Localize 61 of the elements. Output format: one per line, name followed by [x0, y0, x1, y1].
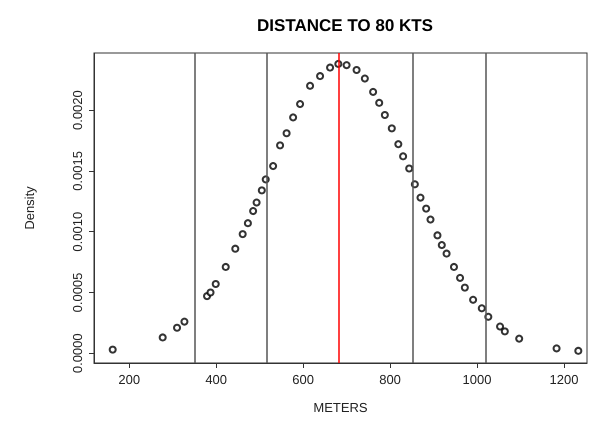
point [574, 346, 582, 355]
point [222, 262, 230, 271]
point [369, 88, 378, 96]
x-tick-label: 1000 [462, 372, 492, 387]
point [394, 140, 402, 148]
point [244, 219, 252, 228]
point [326, 64, 334, 72]
y-tick-label: 0.0020 [70, 90, 85, 130]
point [388, 124, 396, 132]
point [416, 194, 424, 202]
point [552, 344, 561, 352]
point [515, 334, 524, 343]
point [173, 324, 182, 332]
point [422, 204, 430, 213]
point [342, 61, 351, 70]
y-axis-title: Density [22, 186, 37, 230]
point [478, 304, 486, 312]
point [289, 113, 298, 122]
x-tick-label: 400 [205, 372, 228, 387]
point [249, 207, 258, 216]
point [442, 250, 451, 258]
x-tick-label: 800 [379, 372, 401, 387]
point [399, 152, 408, 160]
point [496, 322, 504, 331]
point [282, 129, 291, 138]
point [500, 327, 509, 336]
point [212, 280, 220, 288]
point [158, 333, 167, 342]
point [276, 141, 284, 150]
point [306, 82, 314, 90]
point [438, 241, 446, 250]
point [460, 284, 469, 292]
point [352, 66, 361, 74]
point [360, 74, 369, 83]
x-tick-label: 600 [292, 372, 314, 387]
point [316, 72, 324, 80]
point [380, 111, 389, 119]
y-tick-label: 0.0000 [70, 333, 85, 374]
point [375, 98, 384, 107]
point [469, 296, 478, 304]
point [252, 198, 261, 207]
point [426, 216, 434, 224]
x-axis-title: METERS [313, 400, 368, 415]
point [180, 318, 188, 326]
point [206, 288, 215, 296]
point [405, 164, 414, 172]
point [456, 274, 464, 282]
y-tick-label: 0.0005 [70, 272, 85, 312]
chart-title: DISTANCE TO 80 KTS [256, 16, 434, 35]
point [450, 262, 458, 271]
x-tick-label: 200 [118, 372, 140, 387]
point [269, 162, 278, 170]
y-tick-label: 0.0010 [70, 212, 85, 252]
point [258, 186, 266, 194]
point [108, 346, 117, 354]
point [433, 231, 442, 240]
x-tick-label: 1200 [550, 372, 578, 387]
y-tick-label: 0.0015 [70, 151, 85, 191]
point [238, 230, 247, 238]
point [231, 244, 240, 253]
point [296, 100, 304, 108]
